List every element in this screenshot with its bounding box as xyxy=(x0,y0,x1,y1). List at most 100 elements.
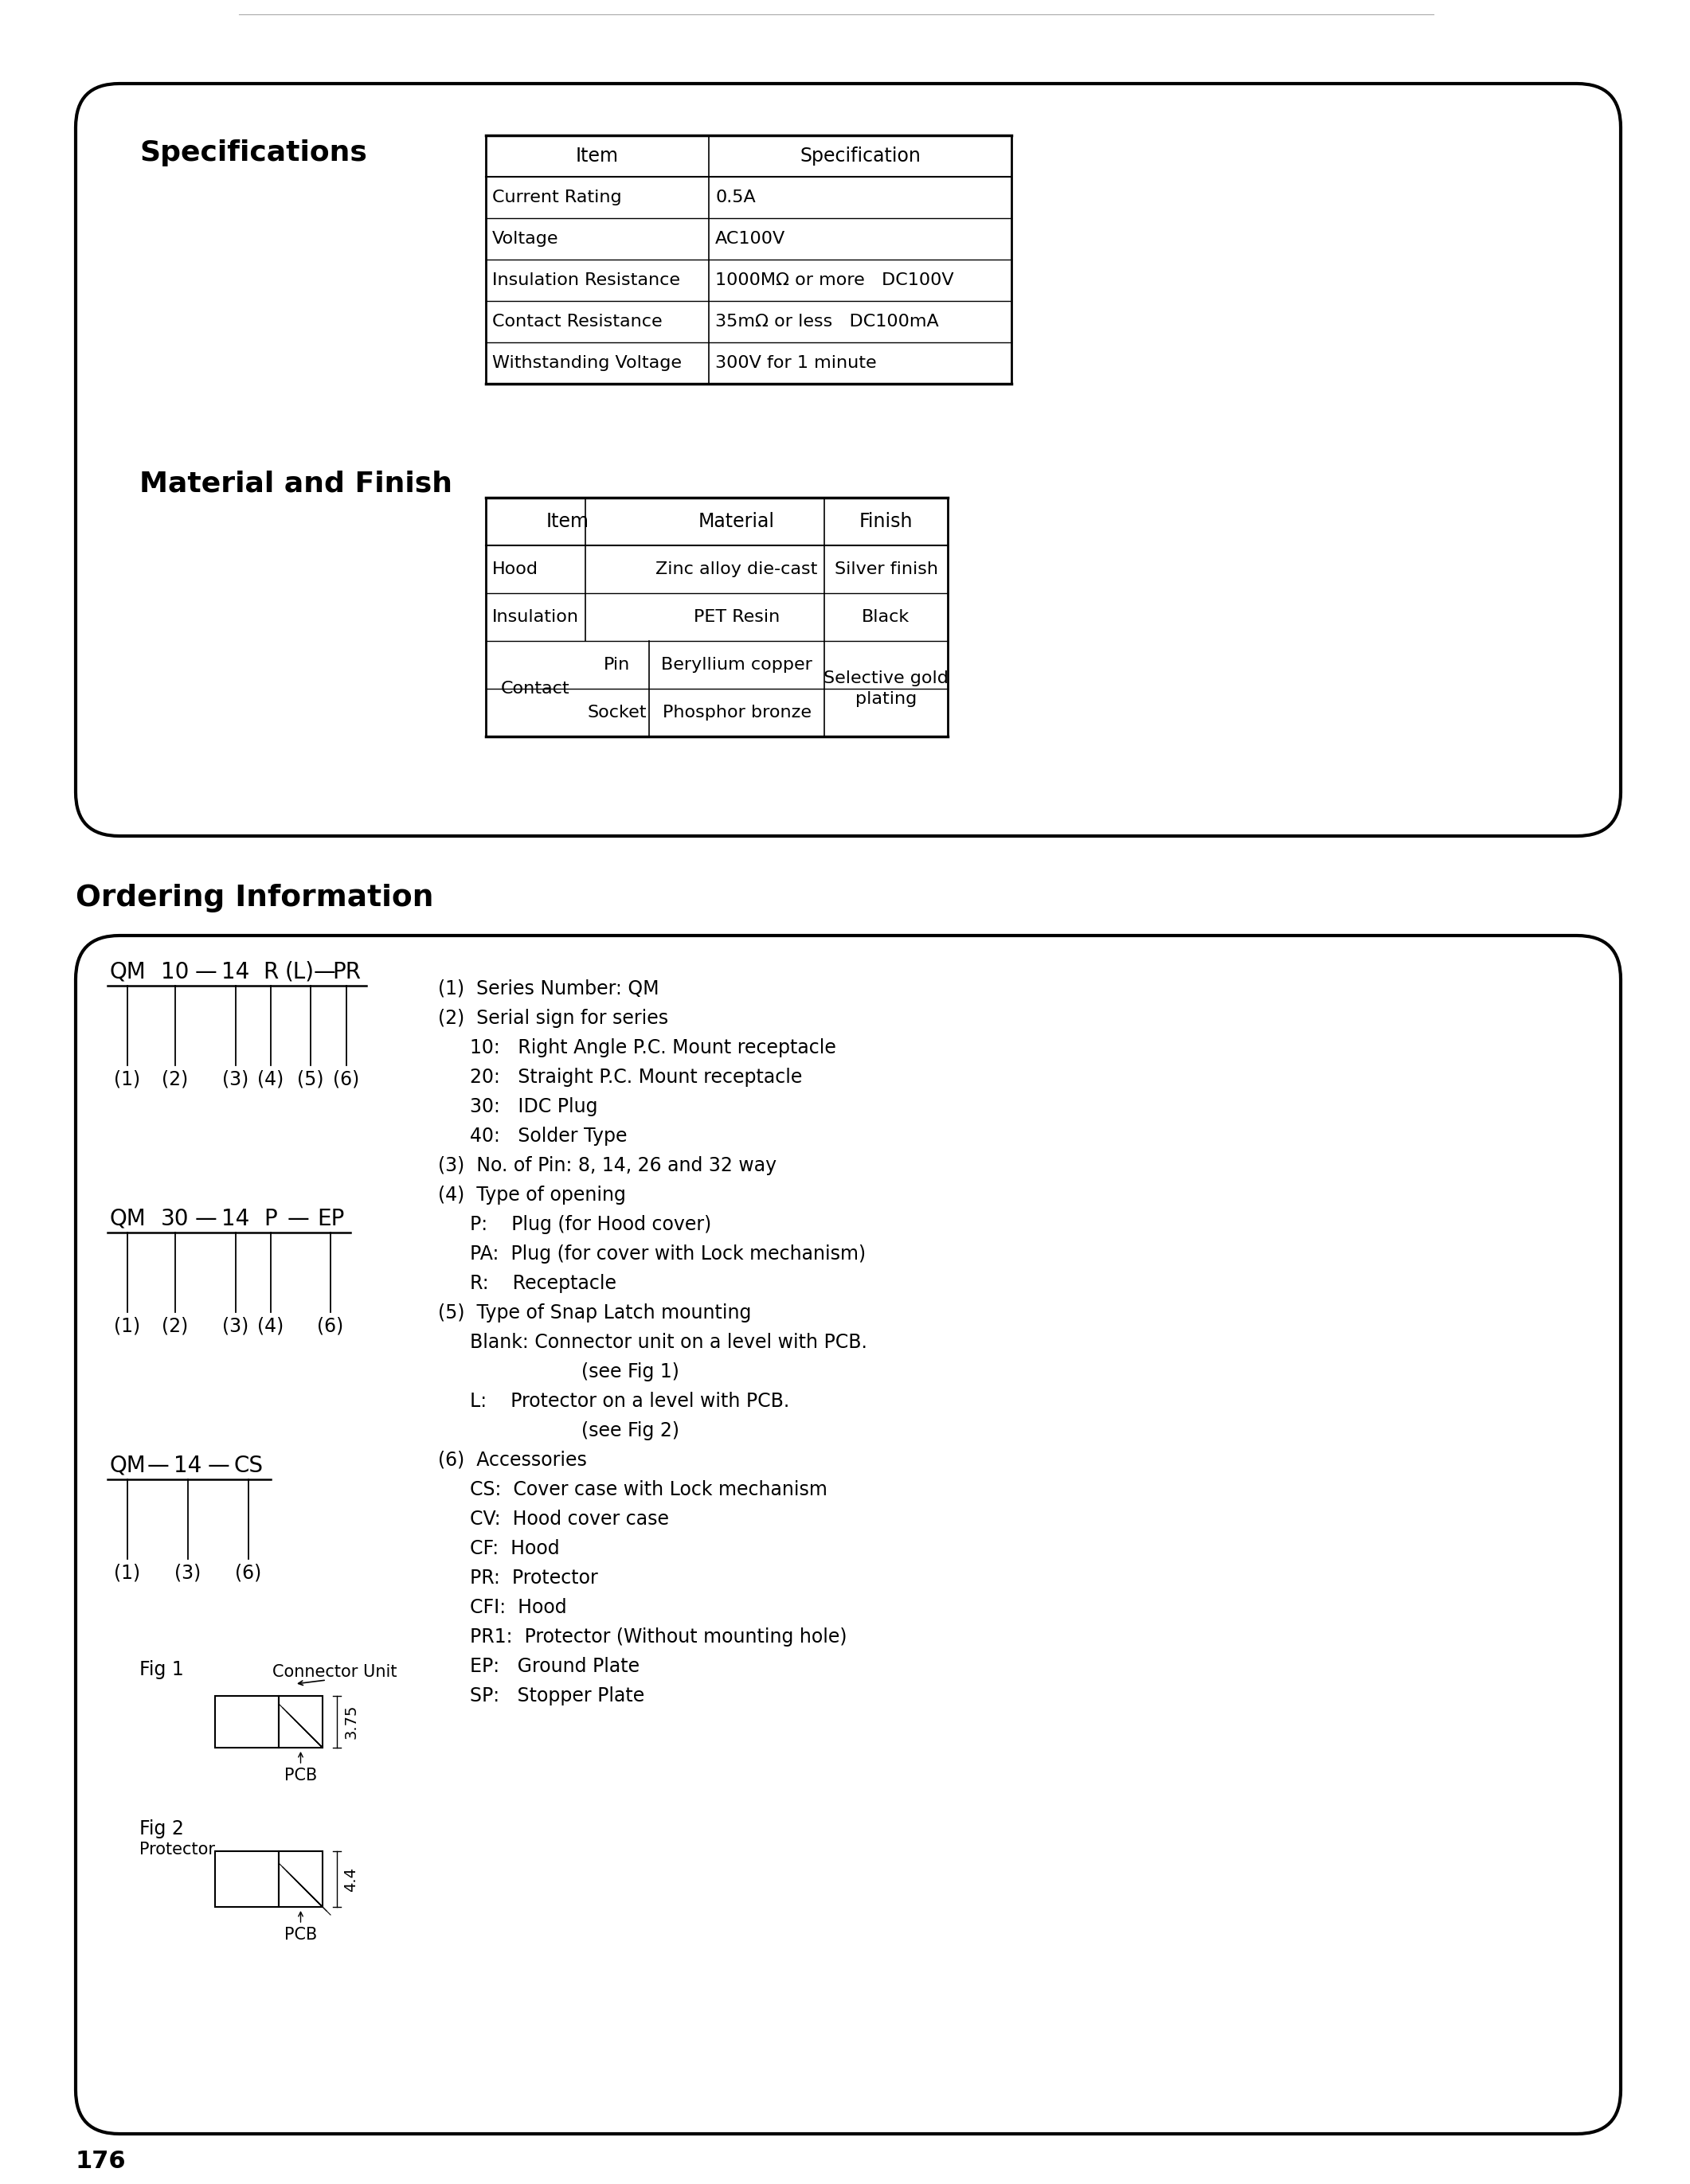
Text: R:    Receptacle: R: Receptacle xyxy=(470,1273,617,1293)
Text: Finish: Finish xyxy=(859,511,913,531)
Text: R: R xyxy=(264,961,279,983)
Text: (2): (2) xyxy=(162,1317,189,1334)
Bar xyxy=(215,1697,279,1747)
Text: CF:  Hood: CF: Hood xyxy=(470,1540,559,1557)
Text: —: — xyxy=(208,1455,230,1476)
Text: Hood: Hood xyxy=(492,561,539,577)
Text: (3): (3) xyxy=(223,1317,248,1334)
Text: —: — xyxy=(194,961,216,983)
Text: 14: 14 xyxy=(221,961,250,983)
Text: CV:  Hood cover case: CV: Hood cover case xyxy=(470,1509,669,1529)
Text: (6): (6) xyxy=(333,1070,360,1088)
Text: PCB: PCB xyxy=(284,1767,318,1784)
Text: Insulation: Insulation xyxy=(492,609,580,625)
Text: (see Fig 1): (see Fig 1) xyxy=(581,1363,679,1382)
Text: Contact: Contact xyxy=(502,681,570,697)
Text: 30: 30 xyxy=(161,1208,189,1230)
Text: (4)  Type of opening: (4) Type of opening xyxy=(438,1186,625,1206)
Text: Black: Black xyxy=(862,609,909,625)
Text: QM: QM xyxy=(110,961,145,983)
Bar xyxy=(279,1697,323,1747)
Text: (6)  Accessories: (6) Accessories xyxy=(438,1450,586,1470)
Text: (4): (4) xyxy=(257,1070,284,1088)
Text: (4): (4) xyxy=(257,1317,284,1334)
Text: Item: Item xyxy=(576,146,619,166)
Text: (2)  Serial sign for series: (2) Serial sign for series xyxy=(438,1009,668,1029)
Text: EP:   Ground Plate: EP: Ground Plate xyxy=(470,1658,639,1675)
Text: 10: 10 xyxy=(161,961,189,983)
Text: (1): (1) xyxy=(115,1317,140,1334)
Bar xyxy=(215,1852,279,1907)
Text: Socket: Socket xyxy=(588,705,647,721)
Text: EP: EP xyxy=(316,1208,345,1230)
Text: Beryllium copper: Beryllium copper xyxy=(661,657,813,673)
Text: 3.75: 3.75 xyxy=(343,1704,358,1738)
Text: Connector Unit: Connector Unit xyxy=(272,1664,397,1679)
Text: Phosphor bronze: Phosphor bronze xyxy=(662,705,811,721)
Text: QM: QM xyxy=(110,1208,145,1230)
Text: AC100V: AC100V xyxy=(715,232,786,247)
Text: PA:  Plug (for cover with Lock mechanism): PA: Plug (for cover with Lock mechanism) xyxy=(470,1245,865,1265)
Text: (3): (3) xyxy=(174,1564,201,1581)
Text: 1000MΩ or more   DC100V: 1000MΩ or more DC100V xyxy=(715,273,953,288)
Text: (6): (6) xyxy=(318,1317,343,1334)
Text: Voltage: Voltage xyxy=(492,232,559,247)
Text: CS:  Cover case with Lock mechanism: CS: Cover case with Lock mechanism xyxy=(470,1481,828,1498)
Text: 20:   Straight P.C. Mount receptacle: 20: Straight P.C. Mount receptacle xyxy=(470,1068,803,1088)
Text: —: — xyxy=(147,1455,169,1476)
Text: 4.4: 4.4 xyxy=(343,1867,358,1891)
Text: (5)  Type of Snap Latch mounting: (5) Type of Snap Latch mounting xyxy=(438,1304,752,1324)
Text: Current Rating: Current Rating xyxy=(492,190,622,205)
Text: Fig 1: Fig 1 xyxy=(139,1660,184,1679)
Text: (3)  No. of Pin: 8, 14, 26 and 32 way: (3) No. of Pin: 8, 14, 26 and 32 way xyxy=(438,1155,777,1175)
Text: Pin: Pin xyxy=(603,657,630,673)
Text: PR: PR xyxy=(333,961,360,983)
Text: Insulation Resistance: Insulation Resistance xyxy=(492,273,679,288)
Text: 10:   Right Angle P.C. Mount receptacle: 10: Right Angle P.C. Mount receptacle xyxy=(470,1037,837,1057)
Text: Silver finish: Silver finish xyxy=(835,561,938,577)
FancyBboxPatch shape xyxy=(76,935,1621,2134)
Text: P: P xyxy=(264,1208,277,1230)
Text: Specifications: Specifications xyxy=(139,140,367,166)
Text: PCB: PCB xyxy=(284,1926,318,1944)
Text: 14: 14 xyxy=(221,1208,250,1230)
Text: Fig 2: Fig 2 xyxy=(139,1819,184,1839)
Text: (1): (1) xyxy=(115,1070,140,1088)
Bar xyxy=(279,1852,323,1907)
Text: (1)  Series Number: QM: (1) Series Number: QM xyxy=(438,978,659,998)
Text: Material and Finish: Material and Finish xyxy=(139,470,453,496)
Text: (5): (5) xyxy=(297,1070,324,1088)
Text: CS: CS xyxy=(233,1455,264,1476)
Text: (see Fig 2): (see Fig 2) xyxy=(581,1422,679,1439)
Text: P:    Plug (for Hood cover): P: Plug (for Hood cover) xyxy=(470,1214,711,1234)
Text: Zinc alloy die-cast: Zinc alloy die-cast xyxy=(656,561,818,577)
Text: 14: 14 xyxy=(174,1455,203,1476)
Text: Contact Resistance: Contact Resistance xyxy=(492,314,662,330)
Text: —: — xyxy=(194,1208,216,1230)
Text: SP:   Stopper Plate: SP: Stopper Plate xyxy=(470,1686,644,1706)
Text: (3): (3) xyxy=(223,1070,248,1088)
Text: QM: QM xyxy=(110,1455,145,1476)
Text: Blank: Connector unit on a level with PCB.: Blank: Connector unit on a level with PC… xyxy=(470,1332,867,1352)
Text: 300V for 1 minute: 300V for 1 minute xyxy=(715,356,877,371)
Text: Item: Item xyxy=(546,511,588,531)
Text: (L)—: (L)— xyxy=(286,961,336,983)
Text: CFI:  Hood: CFI: Hood xyxy=(470,1599,566,1616)
Text: L:    Protector on a level with PCB.: L: Protector on a level with PCB. xyxy=(470,1391,789,1411)
Text: PR:  Protector: PR: Protector xyxy=(470,1568,598,1588)
Text: 30:   IDC Plug: 30: IDC Plug xyxy=(470,1096,598,1116)
Text: PET Resin: PET Resin xyxy=(693,609,779,625)
Text: Material: Material xyxy=(698,511,776,531)
Text: 40:   Solder Type: 40: Solder Type xyxy=(470,1127,627,1147)
Text: (6): (6) xyxy=(235,1564,262,1581)
Text: Withstanding Voltage: Withstanding Voltage xyxy=(492,356,681,371)
Text: (1): (1) xyxy=(115,1564,140,1581)
Text: 35mΩ or less   DC100mA: 35mΩ or less DC100mA xyxy=(715,314,938,330)
Text: Protector: Protector xyxy=(139,1841,215,1859)
Text: Selective gold
plating: Selective gold plating xyxy=(823,670,948,708)
Text: PR1:  Protector (Without mounting hole): PR1: Protector (Without mounting hole) xyxy=(470,1627,847,1647)
Text: —: — xyxy=(287,1208,309,1230)
Text: (2): (2) xyxy=(162,1070,189,1088)
Text: Ordering Information: Ordering Information xyxy=(76,885,434,913)
FancyBboxPatch shape xyxy=(76,83,1621,836)
